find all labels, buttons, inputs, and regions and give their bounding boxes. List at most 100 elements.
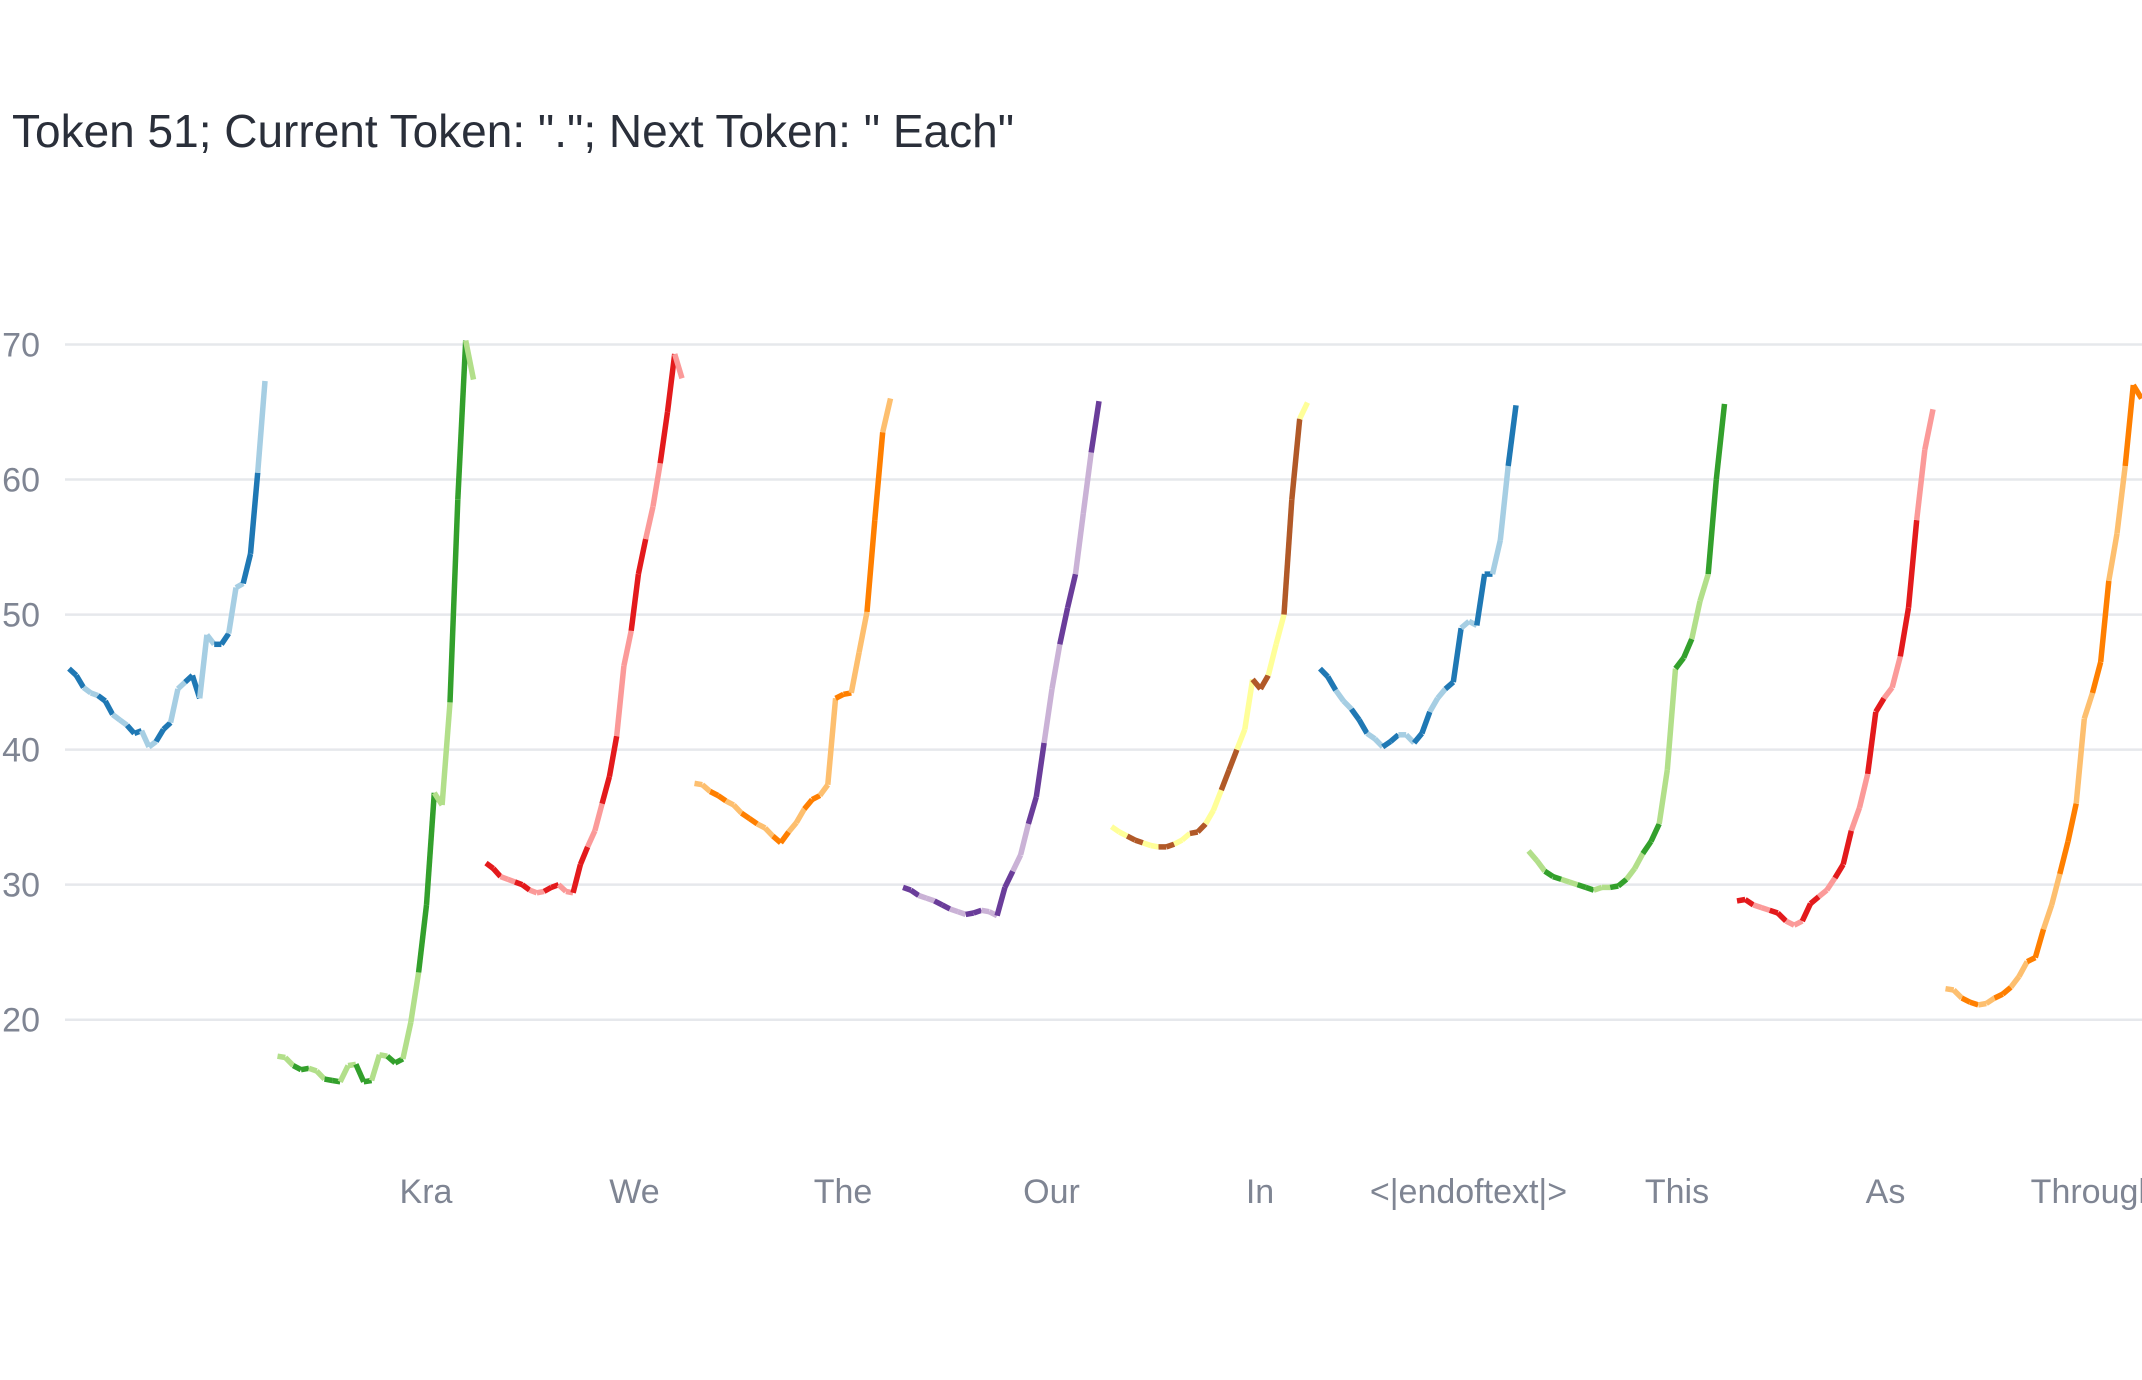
line-segment	[942, 905, 950, 909]
line-segment	[1359, 720, 1367, 734]
line-segment	[710, 792, 718, 796]
line-segment	[1884, 688, 1892, 699]
x-axis-ticks: Kra We The Our In <|endoftext|> This As Through	[400, 1173, 2142, 1211]
line-segment	[1500, 466, 1508, 540]
series-line-4	[695, 399, 891, 843]
line-segment	[2068, 804, 2076, 842]
line-segment	[1083, 453, 1091, 514]
line-segment	[718, 796, 726, 801]
line-segment	[1375, 739, 1383, 747]
line-segment	[1268, 644, 1276, 675]
line-segment	[1013, 855, 1021, 871]
line-segment	[1659, 770, 1667, 824]
line-segment	[2027, 958, 2035, 962]
line-segment	[1414, 733, 1422, 743]
line-segment	[1300, 403, 1308, 419]
line-segment	[2035, 929, 2043, 957]
line-segment	[981, 910, 989, 911]
line-segment	[812, 796, 820, 800]
series-lines	[69, 341, 2142, 1082]
x-tick-label: Kra	[400, 1173, 453, 1211]
line-segment	[1445, 682, 1453, 689]
line-segment	[1708, 480, 1716, 575]
gridlines	[65, 345, 2142, 1020]
line-segment	[1909, 520, 1917, 608]
line-segment	[1716, 404, 1724, 480]
x-tick-label: <|endoftext|>	[1370, 1173, 1567, 1211]
line-segment	[1112, 827, 1120, 832]
line-segment	[1453, 628, 1461, 682]
line-segment	[340, 1066, 348, 1082]
line-segment	[1182, 833, 1190, 840]
line-segment	[1076, 513, 1084, 574]
line-segment	[372, 1055, 380, 1081]
y-tick-label: 60	[2, 462, 40, 500]
line-segment	[1635, 854, 1643, 869]
line-segment	[588, 831, 595, 847]
line-segment	[765, 828, 773, 836]
y-tick-label: 30	[2, 867, 40, 905]
line-segment	[493, 869, 500, 877]
line-segment	[309, 1068, 317, 1071]
line-segment	[1970, 1002, 1978, 1005]
line-segment	[1569, 882, 1577, 885]
line-segment	[2011, 977, 2019, 988]
line-segment	[113, 715, 120, 720]
line-segment	[1610, 886, 1618, 887]
line-segment	[2101, 581, 2109, 662]
line-segment	[258, 381, 265, 473]
line-segment	[1391, 735, 1399, 742]
line-segment	[927, 898, 935, 901]
line-segment	[1143, 843, 1151, 846]
line-segment	[450, 500, 458, 703]
line-segment	[617, 666, 624, 736]
line-segment	[1995, 994, 2003, 998]
line-segment	[1627, 869, 1635, 880]
line-segment	[1276, 615, 1284, 645]
line-segment	[149, 742, 156, 747]
line-segment	[903, 887, 911, 890]
x-tick-label: We	[609, 1173, 659, 1211]
line-segment	[411, 972, 419, 1022]
line-segment	[530, 890, 537, 893]
line-segment	[1876, 698, 1884, 712]
line-segment	[695, 783, 703, 784]
series-line-9	[1737, 409, 1933, 925]
line-segment	[403, 1022, 411, 1059]
line-segment	[1508, 405, 1516, 466]
line-segment	[387, 1056, 395, 1063]
line-segment	[1320, 669, 1328, 677]
line-segment	[1700, 574, 1708, 601]
line-segment	[178, 682, 185, 689]
line-segment	[379, 1055, 387, 1056]
series-line-3	[486, 354, 682, 893]
line-segment	[1135, 840, 1143, 843]
line-segment	[2125, 385, 2133, 466]
line-segment	[537, 891, 544, 892]
line-segment	[1843, 831, 1851, 865]
line-segment	[1036, 743, 1044, 797]
line-segment	[789, 823, 797, 832]
line-segment	[317, 1071, 325, 1079]
line-segment	[726, 801, 734, 805]
line-segment	[419, 905, 427, 973]
line-segment	[781, 832, 789, 843]
series-line-2	[278, 341, 474, 1082]
line-segment	[1745, 900, 1753, 905]
line-segment	[1762, 908, 1770, 911]
line-segment	[243, 554, 250, 584]
line-segment	[1328, 677, 1336, 691]
line-segment	[1284, 500, 1292, 615]
line-segment	[1351, 709, 1359, 720]
line-segment	[2109, 534, 2117, 581]
line-segment	[356, 1064, 364, 1082]
line-segment	[1954, 990, 1962, 998]
line-segment	[427, 793, 435, 905]
line-segment	[1594, 887, 1602, 890]
line-segment	[1802, 904, 1810, 922]
line-segment	[1667, 669, 1675, 770]
line-segment	[91, 693, 98, 696]
line-segment	[653, 463, 660, 506]
line-segment	[668, 354, 675, 412]
line-segment	[660, 412, 667, 463]
